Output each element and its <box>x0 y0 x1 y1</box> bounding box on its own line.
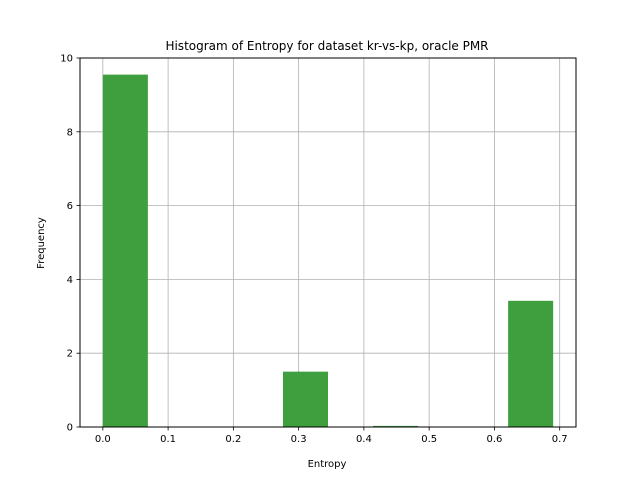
histogram-bar <box>282 371 328 427</box>
y-tick-label: 6 <box>67 201 73 212</box>
histogram-bars <box>102 74 554 427</box>
axis-ticks: 0.0 0.1 0.2 0.3 0.4 0.5 0.6 0.7 0 2 4 6 8 10 <box>60 54 567 446</box>
x-tick-label: 0.4 <box>356 434 372 445</box>
histogram-bar <box>508 300 554 427</box>
x-tick-label: 0.1 <box>160 434 176 445</box>
x-tick-label: 0.6 <box>486 434 502 445</box>
chart-title: Histogram of Entropy for dataset kr-vs-k… <box>165 39 488 53</box>
x-axis-title: Entropy <box>308 459 347 470</box>
x-tick-label: 0.5 <box>421 434 437 445</box>
y-tick-label: 0 <box>67 423 73 434</box>
x-tick-label: 0.7 <box>552 434 568 445</box>
y-tick-label: 4 <box>67 275 73 286</box>
y-tick-label: 10 <box>60 54 73 65</box>
histogram-bar <box>373 425 419 427</box>
x-tick-label: 0.2 <box>225 434 241 445</box>
y-tick-label: 8 <box>67 127 73 138</box>
y-axis-title: Frequency <box>36 217 47 269</box>
x-tick-label: 0.0 <box>95 434 111 445</box>
x-tick-label: 0.3 <box>291 434 307 445</box>
plot-frame <box>79 57 577 428</box>
histogram-bar <box>102 74 148 427</box>
y-tick-label: 2 <box>67 349 73 360</box>
